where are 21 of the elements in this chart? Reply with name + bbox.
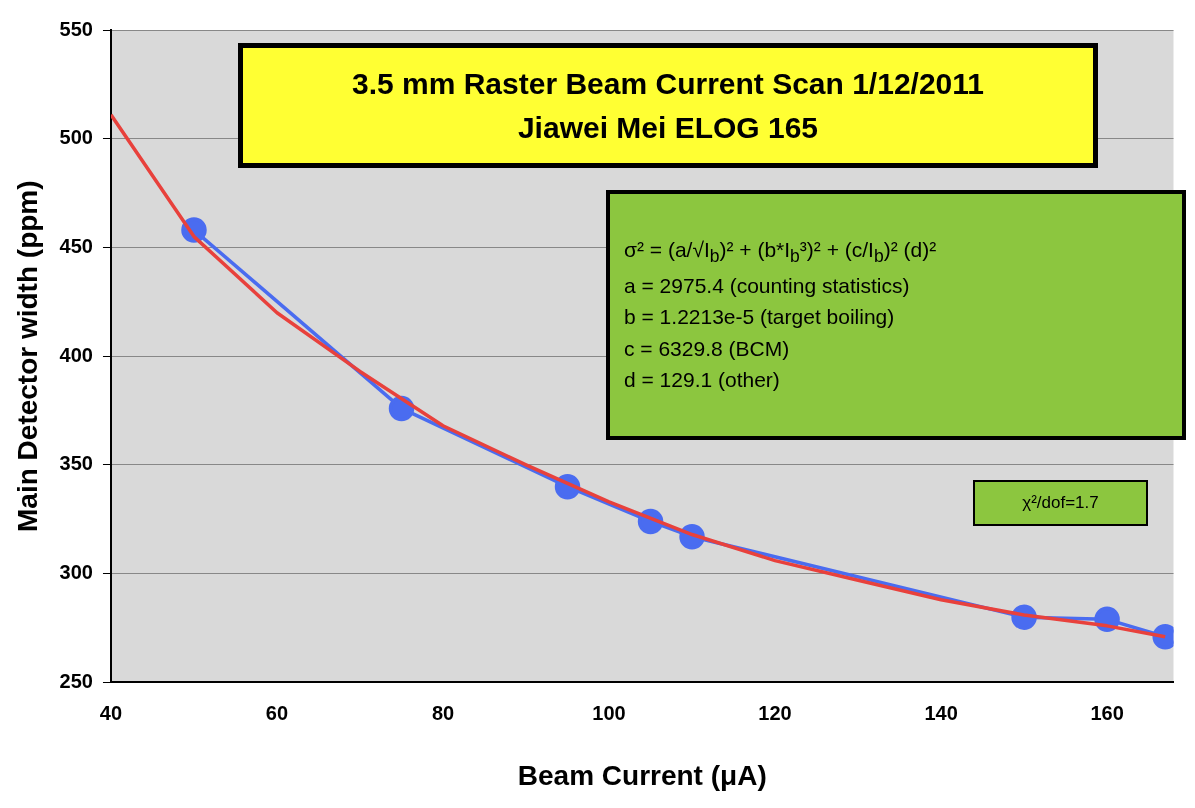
x-tick-label: 60 (265, 701, 289, 724)
y-tick-label: 300 (59, 561, 93, 584)
text-box: σ² = (a/√I$_{b}$)² + (b*I$_{b}$³)² + (c/I$_{b}$)² (d)² a = 2975.4 (counting statistics) b = 1.2213e-5 (target boiling) c = 6329.8 (BCM) d = 129.1 (other) (606, 190, 1186, 440)
y-tick-label: 400 (59, 343, 93, 366)
text-box: 3.5 mm Raster Beam Current Scan 1/12/2011 Jiawei Mei ELOG 165 (238, 43, 1098, 168)
y-tick-label: 350 (59, 452, 93, 475)
x-tick-label: 80 (431, 701, 455, 724)
x-tick-label: 40 (99, 701, 123, 724)
annotation: χ²/dof=1.7 (1021, 492, 1100, 515)
x-axis-title: Beam Current (μA) (517, 759, 767, 791)
y-tick-label: 250 (59, 669, 93, 692)
y-tick-label: 550 (59, 17, 93, 40)
x-tick-label: 140 (924, 701, 958, 724)
y-axis-title: Main Detector width (ppm) (11, 180, 43, 532)
y-tick-label: 500 (59, 126, 93, 149)
x-tick-label: 100 (592, 701, 626, 724)
annotation: 3.5 mm Raster Beam Current Scan 1/12/2011 Jiawei Mei ELOG 165 (351, 66, 985, 146)
y-tick-label: 450 (59, 234, 93, 257)
x-tick-label: 160 (1090, 701, 1124, 724)
x-tick-label: 120 (758, 701, 792, 724)
text-box: χ²/dof=1.7 (973, 480, 1148, 526)
